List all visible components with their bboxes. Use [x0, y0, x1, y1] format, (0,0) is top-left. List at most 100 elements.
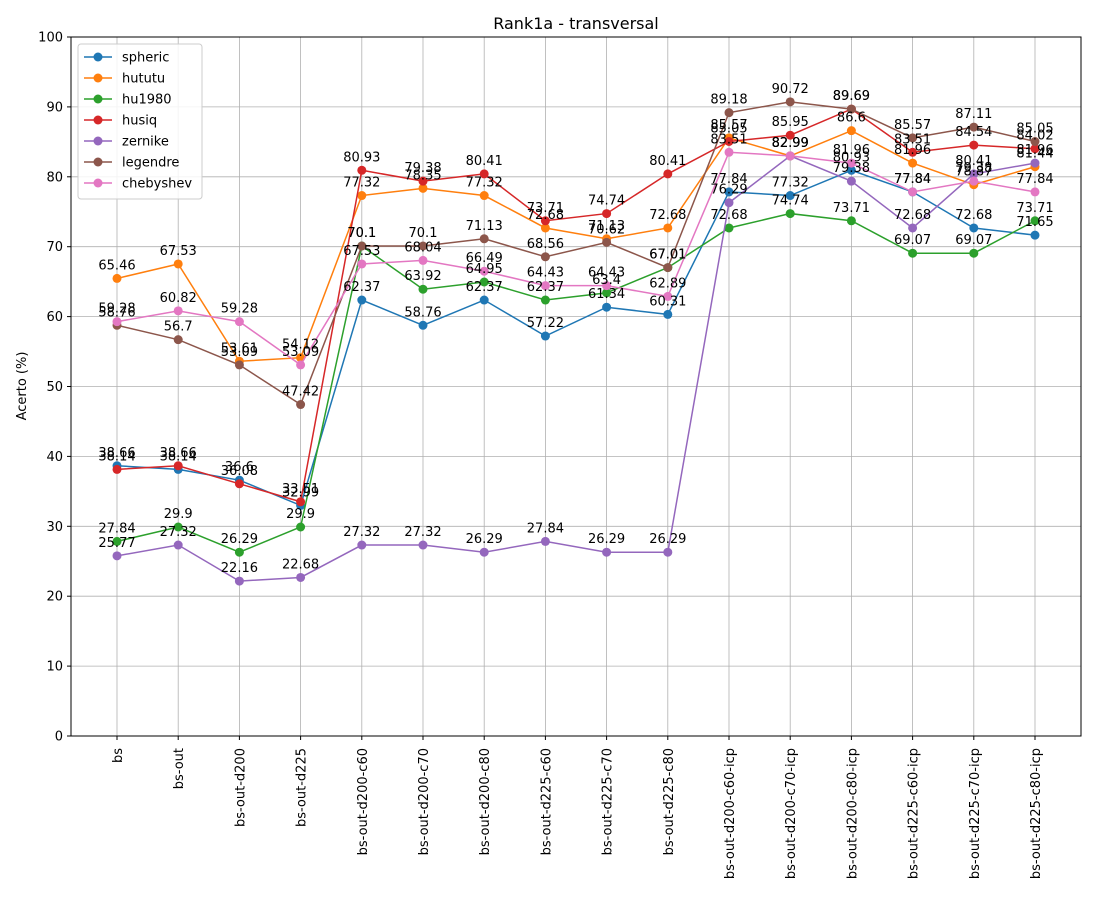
- legend-item-husiq: husiq: [84, 114, 157, 129]
- data-point-hututu: [846, 126, 856, 136]
- legend-label: spheric: [122, 51, 169, 66]
- data-label-chebyshev: 59.28: [98, 302, 135, 317]
- data-point-hu1980: [540, 295, 550, 305]
- data-label-zernike: 27.84: [527, 521, 564, 536]
- data-point-husiq: [357, 165, 367, 175]
- data-point-legendre: [173, 335, 183, 345]
- data-label-layer: 38.66 38.1436.632.9962.3758.7662.3757.226…: [98, 82, 1053, 576]
- data-point-husiq: [785, 130, 795, 140]
- data-point-hututu: [908, 158, 918, 168]
- x-tick-label: bs-out-d200-c80: [478, 748, 493, 855]
- data-point-hututu: [479, 191, 489, 201]
- data-point-zernike: [969, 169, 979, 179]
- data-point-zernike: [418, 540, 428, 550]
- legend-item-zernike: zernike: [84, 135, 169, 150]
- data-label-spheric: 38.14: [160, 449, 197, 464]
- data-label-zernike: 22.16: [221, 561, 258, 576]
- data-label-chebyshev: 53.09: [282, 345, 319, 360]
- data-label-zernike: 76.29: [710, 183, 747, 198]
- series-legendre: [112, 97, 1040, 410]
- data-label-hu1980: 26.29: [221, 532, 258, 547]
- data-label-spheric: 57.22: [527, 316, 564, 331]
- data-label-chebyshev: 77.84: [1016, 172, 1053, 187]
- data-point-hu1980: [479, 277, 489, 287]
- data-point-hututu: [663, 223, 673, 233]
- data-point-husiq: [173, 461, 183, 471]
- data-point-chebyshev: [479, 266, 489, 276]
- data-point-hu1980: [969, 248, 979, 258]
- x-tick-label: bs-out-d200: [233, 748, 248, 827]
- data-label-spheric: 80.93: [833, 150, 870, 165]
- legend-swatch-marker: [93, 94, 103, 104]
- series-line-husiq: [116, 108, 1036, 503]
- data-label-husiq: 80.41: [466, 154, 503, 169]
- data-label-hututu: 65.46: [98, 258, 135, 273]
- data-point-hu1980: [112, 536, 122, 546]
- data-point-husiq: [908, 147, 918, 157]
- data-label-hu1980: 67.01: [649, 248, 686, 263]
- data-label-legendre: 53.09: [221, 345, 258, 360]
- legend-swatch-marker: [93, 178, 103, 188]
- data-label-hu1980: 63.4: [592, 273, 621, 288]
- data-label-hututu: 72.68: [649, 208, 686, 223]
- data-label-hututu: 81.96: [894, 143, 931, 158]
- x-tick-label: bs-out-d200-c70-icp: [784, 748, 799, 879]
- x-tick-label: bs-out-d225-c60-icp: [907, 748, 922, 879]
- data-point-spheric: [1030, 230, 1040, 240]
- data-label-hututu: 54.12: [282, 338, 319, 353]
- data-point-zernike: [112, 551, 122, 561]
- chart-title: Rank1a - transversal: [493, 14, 659, 33]
- data-point-spheric: [969, 223, 979, 233]
- data-point-hu1980: [173, 522, 183, 532]
- data-point-chebyshev: [785, 151, 795, 161]
- data-label-hu1980: 70.1: [347, 226, 376, 241]
- data-label-spheric: 77.84: [710, 172, 747, 187]
- y-tick-label: 0: [55, 730, 63, 745]
- data-point-hu1980: [296, 522, 306, 532]
- data-label-zernike: 82.99: [772, 136, 809, 151]
- data-point-chebyshev: [112, 317, 122, 327]
- data-label-legendre: 67.01: [649, 248, 686, 263]
- data-point-spheric: [724, 187, 734, 197]
- y-tick-label: 80: [46, 170, 63, 185]
- data-point-zernike: [234, 576, 244, 586]
- x-tick-label: bs-out-d200-c70: [417, 748, 432, 855]
- data-point-hu1980: [846, 216, 856, 226]
- data-point-legendre: [908, 133, 918, 143]
- data-point-husiq: [296, 497, 306, 507]
- data-point-zernike: [602, 547, 612, 557]
- x-tick-label: bs-out-d225-c80-icp: [1029, 748, 1044, 879]
- x-tick-label: bs-out-d225-c80: [662, 748, 677, 855]
- y-tick-label: 40: [46, 450, 63, 465]
- data-point-husiq: [112, 464, 122, 474]
- data-label-hututu: 78.87: [955, 165, 992, 180]
- data-label-spheric: 62.37: [343, 280, 380, 295]
- data-point-husiq: [602, 209, 612, 219]
- data-label-spheric: 72.68: [955, 208, 992, 223]
- x-tick-label: bs-out-d200-c60-icp: [723, 748, 738, 879]
- y-tick-label: 100: [38, 31, 63, 46]
- data-label-husiq: 79.38: [404, 161, 441, 176]
- data-label-hututu: 53.61: [221, 341, 258, 356]
- data-point-hu1980: [908, 248, 918, 258]
- data-label-zernike: 27.32: [160, 525, 197, 540]
- data-label-legendre: 85.05: [1016, 122, 1053, 137]
- data-point-legendre: [724, 108, 734, 118]
- data-label-hututu: 85.57: [710, 118, 747, 133]
- data-label-hututu: 78.35: [404, 168, 441, 183]
- data-point-legendre: [540, 252, 550, 262]
- x-tick-label: bs-out-d225-c70: [601, 748, 616, 855]
- data-label-chebyshev: 67.53: [343, 244, 380, 259]
- data-label-hu1980: 72.68: [710, 208, 747, 223]
- data-point-hututu: [112, 273, 122, 283]
- data-label-legendre: 47.42: [282, 385, 319, 400]
- data-point-hututu: [418, 183, 428, 193]
- data-point-legendre: [418, 241, 428, 251]
- data-label-hututu: 86.6: [837, 111, 866, 126]
- data-point-hu1980: [785, 209, 795, 219]
- data-label-zernike: 26.29: [649, 532, 686, 547]
- legend-label: chebyshev: [122, 177, 192, 192]
- data-label-husiq: 80.93: [343, 150, 380, 165]
- data-label-legendre: 56.7: [164, 320, 193, 335]
- data-label-zernike: 80.41: [955, 154, 992, 169]
